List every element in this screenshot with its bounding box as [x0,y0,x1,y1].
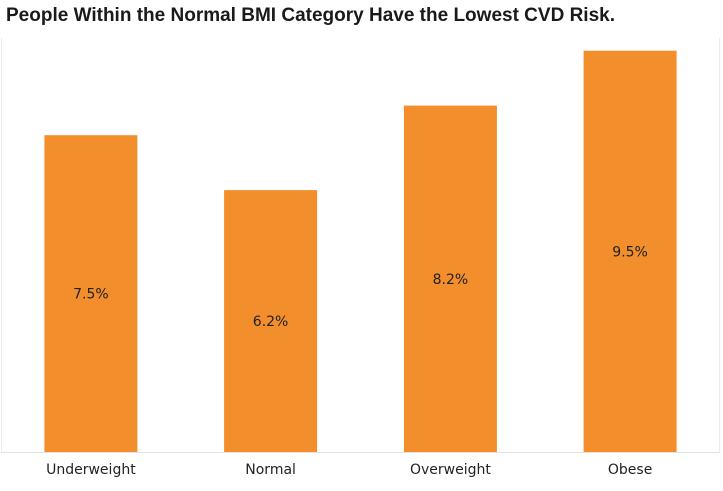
bar-underweight [44,135,138,452]
bar-obese [583,50,677,452]
bar-normal [224,190,318,452]
category-label-obese: Obese [608,462,652,478]
bars-group [44,50,677,452]
chart-title: People Within the Normal BMI Category Ha… [6,5,615,26]
bar-labels-group: 7.5% 6.2% 8.2% 9.5% [73,244,648,330]
category-labels-group: Underweight Normal Overweight Obese [46,462,652,478]
data-label-obese: 9.5% [612,244,648,260]
data-label-underweight: 7.5% [73,287,109,303]
data-label-overweight: 8.2% [433,272,469,288]
bar-overweight [403,105,497,452]
category-label-overweight: Overweight [410,462,491,478]
category-label-underweight: Underweight [46,462,136,478]
data-label-normal: 6.2% [253,314,289,330]
category-label-normal: Normal [245,462,296,478]
